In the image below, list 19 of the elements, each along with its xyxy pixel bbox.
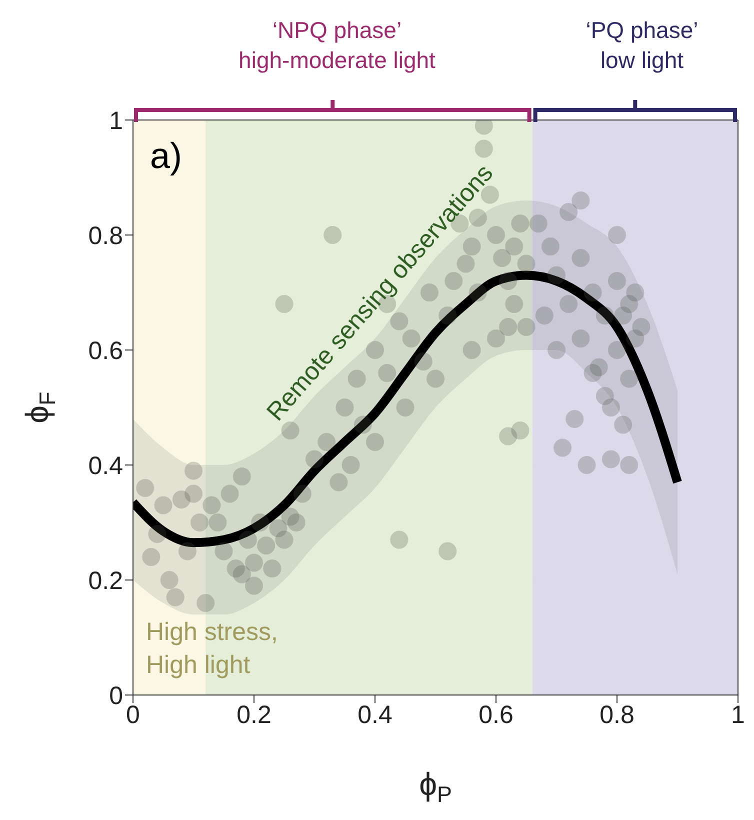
text: ‘PQ phase’ bbox=[586, 17, 698, 43]
annotation: High light bbox=[146, 651, 250, 679]
y-tick-label: 0 bbox=[109, 682, 123, 710]
x-tick-label: 0.2 bbox=[236, 700, 272, 729]
text: low light bbox=[600, 47, 684, 73]
text: ‘NPQ phase’ bbox=[272, 17, 402, 43]
text: high-moderate light bbox=[238, 47, 436, 73]
x-tick-label: 0.8 bbox=[600, 700, 634, 729]
y-tick-label: 1 bbox=[109, 106, 123, 135]
x-axis-title: ϕ$_{P}$ bbox=[419, 766, 452, 807]
y-tick-label: 0.4 bbox=[88, 452, 124, 480]
x-tick-label: 0.6 bbox=[478, 700, 514, 729]
x-tick-label: 0.4 bbox=[358, 700, 392, 729]
x-tick-label: 1 bbox=[731, 700, 745, 729]
y-tick-label: 0.6 bbox=[88, 336, 123, 365]
y-tick-label: 0.2 bbox=[88, 566, 123, 595]
y-tick-label: 0.8 bbox=[88, 222, 123, 250]
annotation: a) bbox=[150, 135, 182, 176]
annotation: High stress, bbox=[146, 618, 278, 646]
